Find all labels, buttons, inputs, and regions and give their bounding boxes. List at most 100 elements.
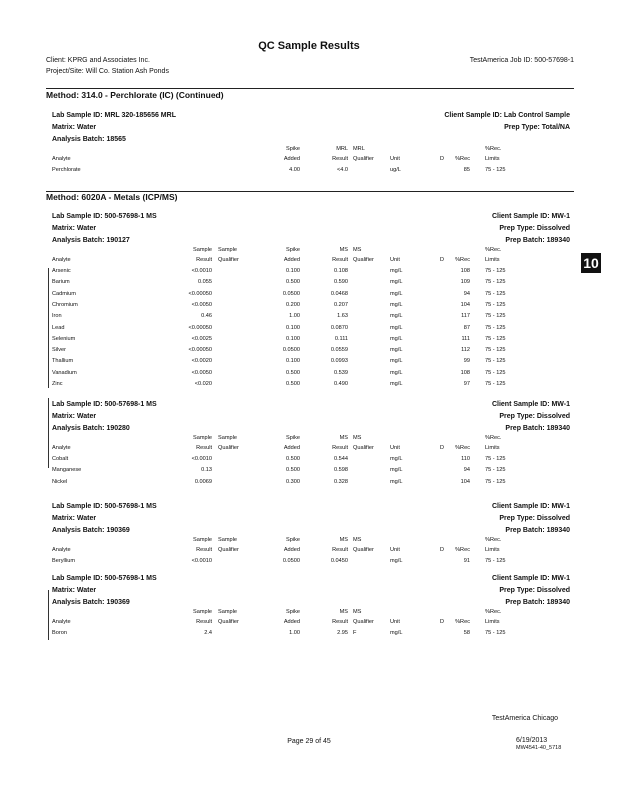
analysis-batch: Analysis Batch: 190127 xyxy=(52,237,130,244)
table-cell: mg/L xyxy=(390,369,403,376)
client-sample-id: Client Sample ID: MW-1 xyxy=(491,213,570,220)
analyte-name: Iron xyxy=(52,313,62,320)
page-title: QC Sample Results xyxy=(258,40,360,52)
table-cell: 0.0468 xyxy=(330,290,348,297)
table-cell: mg/L xyxy=(390,381,403,387)
table-cell: 75 - 125 xyxy=(485,358,506,365)
table-cell: 0.500 xyxy=(286,381,300,387)
table-cell: <0.0025 xyxy=(191,335,212,342)
analyte-name: Selenium xyxy=(52,335,76,342)
table-cell: <0.0010 xyxy=(191,456,212,462)
table-cell: 1.63 xyxy=(337,313,348,320)
column-header: Limits xyxy=(485,445,500,451)
table-cell: <0.0010 xyxy=(191,268,212,274)
table-cell: ug/L xyxy=(390,167,401,173)
column-header-top: %Rec. xyxy=(485,247,502,253)
table-cell: 0.100 xyxy=(286,335,300,342)
table-cell: mg/L xyxy=(390,467,403,474)
table-cell: <0.0010 xyxy=(191,558,212,564)
column-header: Result xyxy=(332,619,348,625)
table-cell: 104 xyxy=(460,478,470,485)
job-id: TestAmerica Job ID: 500-57698-1 xyxy=(469,57,574,64)
table-cell: 117 xyxy=(461,313,470,320)
table-cell: mg/L xyxy=(390,335,403,342)
prep-type: Prep Type: Dissolved xyxy=(499,587,570,594)
table-cell: mg/L xyxy=(390,279,403,286)
column-header-top: %Rec. xyxy=(485,146,502,152)
divider xyxy=(46,191,574,192)
prep-type: Prep Type: Dissolved xyxy=(499,413,570,420)
column-header: Qualifier xyxy=(218,257,239,263)
table-cell: 4.00 xyxy=(289,167,300,173)
column-header: Unit xyxy=(390,619,400,625)
table-cell: 0.0993 xyxy=(330,358,348,365)
section-tab-marker[interactable]: 10 xyxy=(581,253,601,273)
table-cell: <0.00050 xyxy=(188,290,213,297)
analyte-name: Thallium xyxy=(52,358,74,365)
change-bar xyxy=(48,590,49,640)
column-header: Unit xyxy=(390,156,400,162)
document-code: MW4541-40_5718 xyxy=(516,745,562,751)
analyte-name: Cobalt xyxy=(52,456,69,462)
table-cell: <4.0 xyxy=(336,167,348,173)
table-cell: 108 xyxy=(460,268,470,274)
matrix: Matrix: Water xyxy=(52,124,97,131)
column-header: Analyte xyxy=(52,445,71,451)
column-header-top: Sample xyxy=(193,247,212,253)
table-cell: 99 xyxy=(463,358,470,365)
table-cell: 110 xyxy=(461,456,470,462)
table-cell: 75 - 125 xyxy=(485,558,506,564)
table-cell: 0.500 xyxy=(286,456,300,462)
table-cell: mg/L xyxy=(390,301,403,308)
table-cell: 1.00 xyxy=(289,630,300,636)
analyte-name: Zinc xyxy=(52,381,63,387)
column-header-top: Sample xyxy=(193,537,212,543)
table-cell: 104 xyxy=(460,301,470,308)
table-cell: 0.207 xyxy=(334,301,348,308)
prep-batch: Prep Batch: 189340 xyxy=(505,237,570,244)
prep-type: Prep Type: Dissolved xyxy=(499,225,570,232)
table-cell: 75 - 125 xyxy=(485,347,506,354)
table-cell: 97 xyxy=(463,381,470,387)
table-cell: 0.0559 xyxy=(330,347,348,354)
column-header: Qualifier xyxy=(353,445,374,451)
column-header-top: MS xyxy=(339,435,348,441)
table-cell: 0.0500 xyxy=(282,347,300,354)
column-header: Result xyxy=(196,547,212,553)
column-header: Qualifier xyxy=(353,156,374,162)
table-cell: 109 xyxy=(460,279,470,286)
analyte-name: Nickel xyxy=(52,478,68,485)
table-cell: 108 xyxy=(460,369,470,376)
column-header: Qualifier xyxy=(218,547,239,553)
method-heading: Method: 6020A - Metals (ICP/MS) xyxy=(46,192,178,202)
table-cell: <0.00050 xyxy=(188,347,213,354)
prep-batch: Prep Batch: 189340 xyxy=(505,599,570,606)
column-header: Unit xyxy=(390,547,400,553)
table-cell: 0.0069 xyxy=(194,478,212,485)
client-sample-id: Client Sample ID: MW-1 xyxy=(491,575,570,582)
table-cell: mg/L xyxy=(390,630,403,636)
table-cell: 94 xyxy=(463,467,470,474)
table-cell: 75 - 125 xyxy=(485,279,506,286)
table-cell: 0.108 xyxy=(334,268,348,274)
table-cell: 112 xyxy=(461,347,470,354)
column-header: %Rec xyxy=(455,445,470,451)
table-cell: 1.00 xyxy=(289,313,300,320)
column-header: Added xyxy=(283,156,300,162)
column-header: %Rec xyxy=(455,547,470,553)
table-cell: mg/L xyxy=(390,558,403,564)
column-header: Analyte xyxy=(52,257,71,263)
table-cell: 0.200 xyxy=(286,301,300,308)
table-cell: 0.100 xyxy=(286,324,300,331)
table-cell: 0.0450 xyxy=(330,558,348,564)
table-cell: mg/L xyxy=(390,324,403,331)
table-cell: mg/L xyxy=(390,456,403,462)
change-bar xyxy=(48,268,49,388)
column-header-top: %Rec. xyxy=(485,435,502,441)
lab-sample-id: Lab Sample ID: 500-57698-1 MS xyxy=(52,503,157,510)
column-header-top: Sample xyxy=(218,537,237,543)
table-cell: 0.500 xyxy=(286,467,300,474)
table-cell: 75 - 125 xyxy=(485,324,506,331)
column-header-top: MS xyxy=(353,435,362,441)
prep-batch: Prep Batch: 189340 xyxy=(505,425,570,432)
